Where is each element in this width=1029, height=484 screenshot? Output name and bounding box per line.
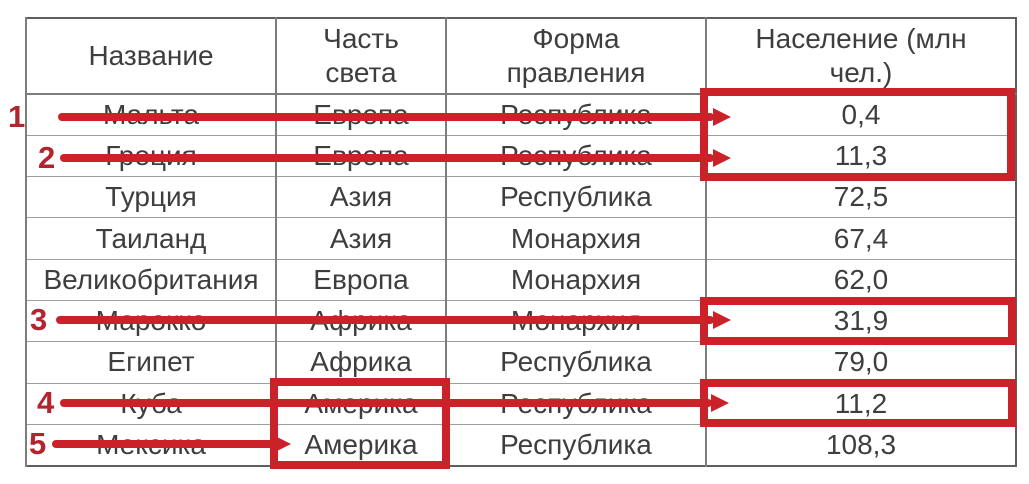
marker-number-1: 1 bbox=[8, 99, 26, 134]
header-row: Название Часть света Форма правления Нас… bbox=[25, 18, 1016, 95]
cell-region: Европа bbox=[275, 134, 446, 177]
table-row: Турция Азия Республика 72,5 bbox=[25, 176, 1016, 218]
cell-population: 72,5 bbox=[705, 176, 1016, 218]
table-row: Мальта Европа Республика 0,4 bbox=[25, 93, 1016, 136]
cell-region: Европа bbox=[275, 258, 446, 301]
cell-government: Республика bbox=[445, 176, 706, 218]
cell-country-name: Мексика bbox=[25, 423, 276, 466]
cell-country-name: Куба bbox=[25, 382, 276, 425]
cell-population: 62,0 bbox=[705, 258, 1016, 301]
cell-region: Африка bbox=[275, 341, 446, 384]
cell-government: Монархия bbox=[445, 217, 706, 260]
cell-government: Монархия bbox=[445, 299, 706, 342]
cell-population: 11,3 bbox=[705, 134, 1016, 177]
cell-population: 11,2 bbox=[705, 382, 1016, 425]
col-header-name: Название bbox=[25, 18, 276, 95]
table-row: Марокко Африка Монархия 31,9 bbox=[25, 299, 1016, 342]
cell-country-name: Турция bbox=[25, 176, 276, 218]
cell-government: Республика bbox=[445, 134, 706, 177]
table-row: Таиланд Азия Монархия 67,4 bbox=[25, 217, 1016, 260]
cell-region: Америка bbox=[275, 423, 446, 466]
cell-country-name: Великобритания bbox=[25, 258, 276, 301]
table-row: Мексика Америка Республика 108,3 bbox=[25, 423, 1016, 466]
cell-government: Монархия bbox=[445, 258, 706, 301]
cell-population: 79,0 bbox=[705, 341, 1016, 384]
cell-government: Республика bbox=[445, 423, 706, 466]
cell-country-name: Таиланд bbox=[25, 217, 276, 260]
cell-region: Африка bbox=[275, 299, 446, 342]
cell-population: 0,4 bbox=[705, 93, 1016, 136]
cell-country-name: Мальта bbox=[25, 93, 276, 136]
cell-country-name: Марокко bbox=[25, 299, 276, 342]
cell-region: Европа bbox=[275, 93, 446, 136]
cell-region: Азия bbox=[275, 217, 446, 260]
table-row: Куба Америка Республика 11,2 bbox=[25, 382, 1016, 425]
cell-government: Республика bbox=[445, 341, 706, 384]
col-header-population: Население (млн чел.) bbox=[705, 18, 1016, 95]
col-header-government: Форма правления bbox=[445, 18, 706, 95]
cell-population: 108,3 bbox=[705, 423, 1016, 466]
table-row: Великобритания Европа Монархия 62,0 bbox=[25, 258, 1016, 301]
cell-region: Азия bbox=[275, 176, 446, 218]
col-header-region: Часть света bbox=[275, 18, 446, 95]
cell-population: 31,9 bbox=[705, 299, 1016, 342]
cell-population: 67,4 bbox=[705, 217, 1016, 260]
cell-government: Республика bbox=[445, 382, 706, 425]
cell-region: Америка bbox=[275, 382, 446, 425]
table-row: Греция Европа Республика 11,3 bbox=[25, 134, 1016, 177]
table-row: Египет Африка Республика 79,0 bbox=[25, 341, 1016, 384]
countries-table: Название Часть света Форма правления Нас… bbox=[25, 17, 1017, 467]
cell-country-name: Египет bbox=[25, 341, 276, 384]
cell-country-name: Греция bbox=[25, 134, 276, 177]
cell-government: Республика bbox=[445, 93, 706, 136]
